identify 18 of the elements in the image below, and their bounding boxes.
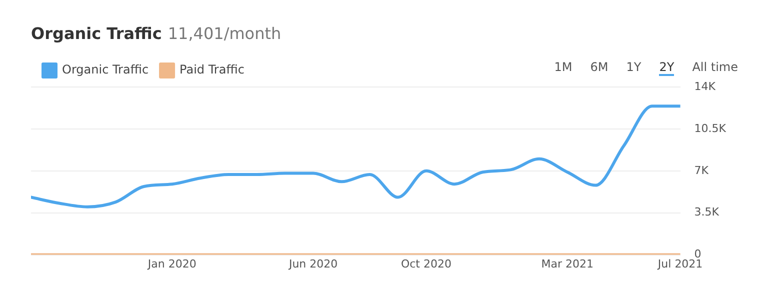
text: 1M <box>554 60 572 76</box>
chart-title: Organic Traffic <box>31 24 162 43</box>
chart-subtitle: 11,401/month <box>168 24 282 43</box>
x-tick-label: Mar 2021 <box>541 257 594 270</box>
line-series <box>31 104 680 208</box>
y-tick-label: 14K <box>694 80 716 93</box>
text: 1Y <box>626 60 642 76</box>
y-tick-label: 3.5K <box>694 206 720 219</box>
x-tick-label: Jun 2020 <box>288 257 338 270</box>
legend-label: Organic Traffic <box>62 62 149 77</box>
legend-label: Paid Traffic <box>180 62 244 77</box>
text: 6M <box>590 60 608 76</box>
text: All time <box>692 60 738 76</box>
x-tick-label: Jan 2020 <box>146 257 196 270</box>
y-tick-label: 7K <box>694 164 710 177</box>
x-tick-label: Oct 2020 <box>400 257 452 270</box>
text: 2Y <box>659 60 674 76</box>
y-tick-label: 10.5K <box>694 122 727 135</box>
